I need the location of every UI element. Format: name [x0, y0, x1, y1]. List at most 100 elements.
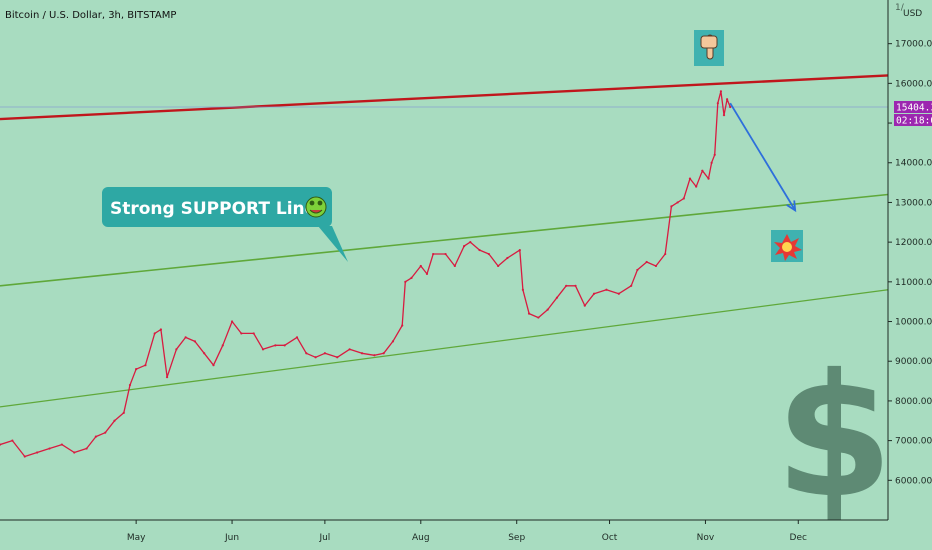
y-tick-label: 17000.00 [895, 40, 932, 50]
x-tick-label: Oct [602, 533, 618, 543]
price-point [701, 169, 704, 172]
x-tick-label: May [127, 533, 146, 543]
resistance-line [0, 74, 889, 121]
price-point [221, 344, 224, 347]
price-point [506, 256, 509, 260]
price-point [184, 336, 187, 339]
price-tag-value: 15404.34 [896, 103, 932, 114]
price-point [707, 177, 710, 180]
trend-lines [0, 74, 889, 408]
price-point [695, 185, 698, 188]
money-face-mouth [309, 209, 323, 214]
price-point [654, 264, 658, 268]
price-point [314, 356, 317, 359]
price-point [419, 264, 422, 268]
price-point [605, 288, 608, 291]
price-point [159, 328, 162, 331]
price-point [444, 252, 447, 256]
price-point [636, 268, 639, 272]
price-point [688, 177, 692, 180]
price-point [283, 344, 286, 347]
dollar-watermark: $ [775, 338, 893, 536]
chart-title: Bitcoin / U.S. Dollar, 3h, BITSTAMP [5, 10, 176, 21]
price-point [60, 443, 63, 446]
projection-arrow [729, 102, 797, 213]
projection-arrowhead [786, 200, 797, 213]
money-face-eye-right [317, 200, 323, 206]
price-point [521, 288, 524, 291]
price-point [592, 292, 596, 295]
price-point [113, 419, 116, 422]
pointer-down-icon [694, 30, 724, 66]
countdown-box [894, 114, 932, 127]
projection-shaft [729, 102, 796, 211]
price-point [487, 252, 490, 256]
price-point [0, 443, 2, 446]
price-point [574, 284, 577, 287]
pointer-hand [700, 35, 718, 49]
price-point [425, 272, 429, 275]
price-point [682, 197, 685, 200]
x-tick-label: Nov [697, 533, 715, 543]
callout-pointer [318, 226, 348, 262]
price-point [144, 364, 147, 367]
price-point [193, 340, 197, 343]
price-point [348, 348, 351, 351]
price-point [410, 276, 413, 279]
price-point [713, 153, 716, 156]
price-point [336, 356, 339, 359]
price-series [0, 90, 732, 458]
price-point [295, 336, 299, 339]
price-point [645, 260, 648, 264]
price-tag-box [894, 101, 932, 114]
price-point [128, 383, 132, 387]
price-point [404, 280, 407, 283]
price-point [203, 352, 206, 355]
countdown-value: 02:18:04 [896, 116, 932, 127]
y-tick-label: 9000.00 [895, 357, 932, 367]
price-point [453, 264, 456, 268]
currency-label: USD [903, 9, 922, 19]
y-tick-label: 16000.00 [895, 79, 932, 89]
price-point [274, 344, 277, 347]
x-tick-label: Jun [224, 533, 239, 543]
corner-glyph: 1/ [895, 3, 905, 13]
y-tick-label: 12000.00 [895, 238, 932, 248]
price-point [722, 114, 726, 117]
price-point [463, 245, 466, 248]
price-point [165, 375, 169, 379]
price-point [670, 205, 673, 208]
y-tick-label: 7000.00 [895, 437, 932, 447]
price-point [555, 296, 559, 299]
price-tag: 15404.34 02:18:04 [894, 101, 932, 127]
price-point [716, 102, 719, 105]
price-point [85, 447, 88, 450]
price-point [630, 284, 633, 287]
price-point [23, 455, 26, 458]
callout-label: Strong SUPPORT Line [110, 199, 316, 219]
price-point [719, 90, 723, 93]
price-point [729, 105, 732, 109]
price-point [122, 411, 125, 414]
x-tick-label: Dec [790, 533, 807, 543]
price-point [518, 248, 521, 252]
price-point [497, 264, 500, 268]
price-point [212, 364, 215, 367]
x-tick-label: Aug [412, 533, 430, 543]
price-point [527, 312, 531, 315]
lower-channel-line [0, 289, 889, 408]
price-point [583, 304, 586, 307]
price-point [73, 451, 76, 454]
price-point [382, 352, 385, 355]
price-point [48, 447, 51, 450]
y-tick-label: 13000.00 [895, 198, 932, 208]
money-face-icon [305, 196, 327, 218]
price-point [469, 241, 472, 244]
y-tick-label: 10000.00 [895, 318, 932, 328]
price-point [230, 320, 234, 323]
x-axis-ticks: May Jun Jul Aug Sep Oct Nov Dec [127, 520, 807, 543]
price-point [360, 352, 364, 355]
